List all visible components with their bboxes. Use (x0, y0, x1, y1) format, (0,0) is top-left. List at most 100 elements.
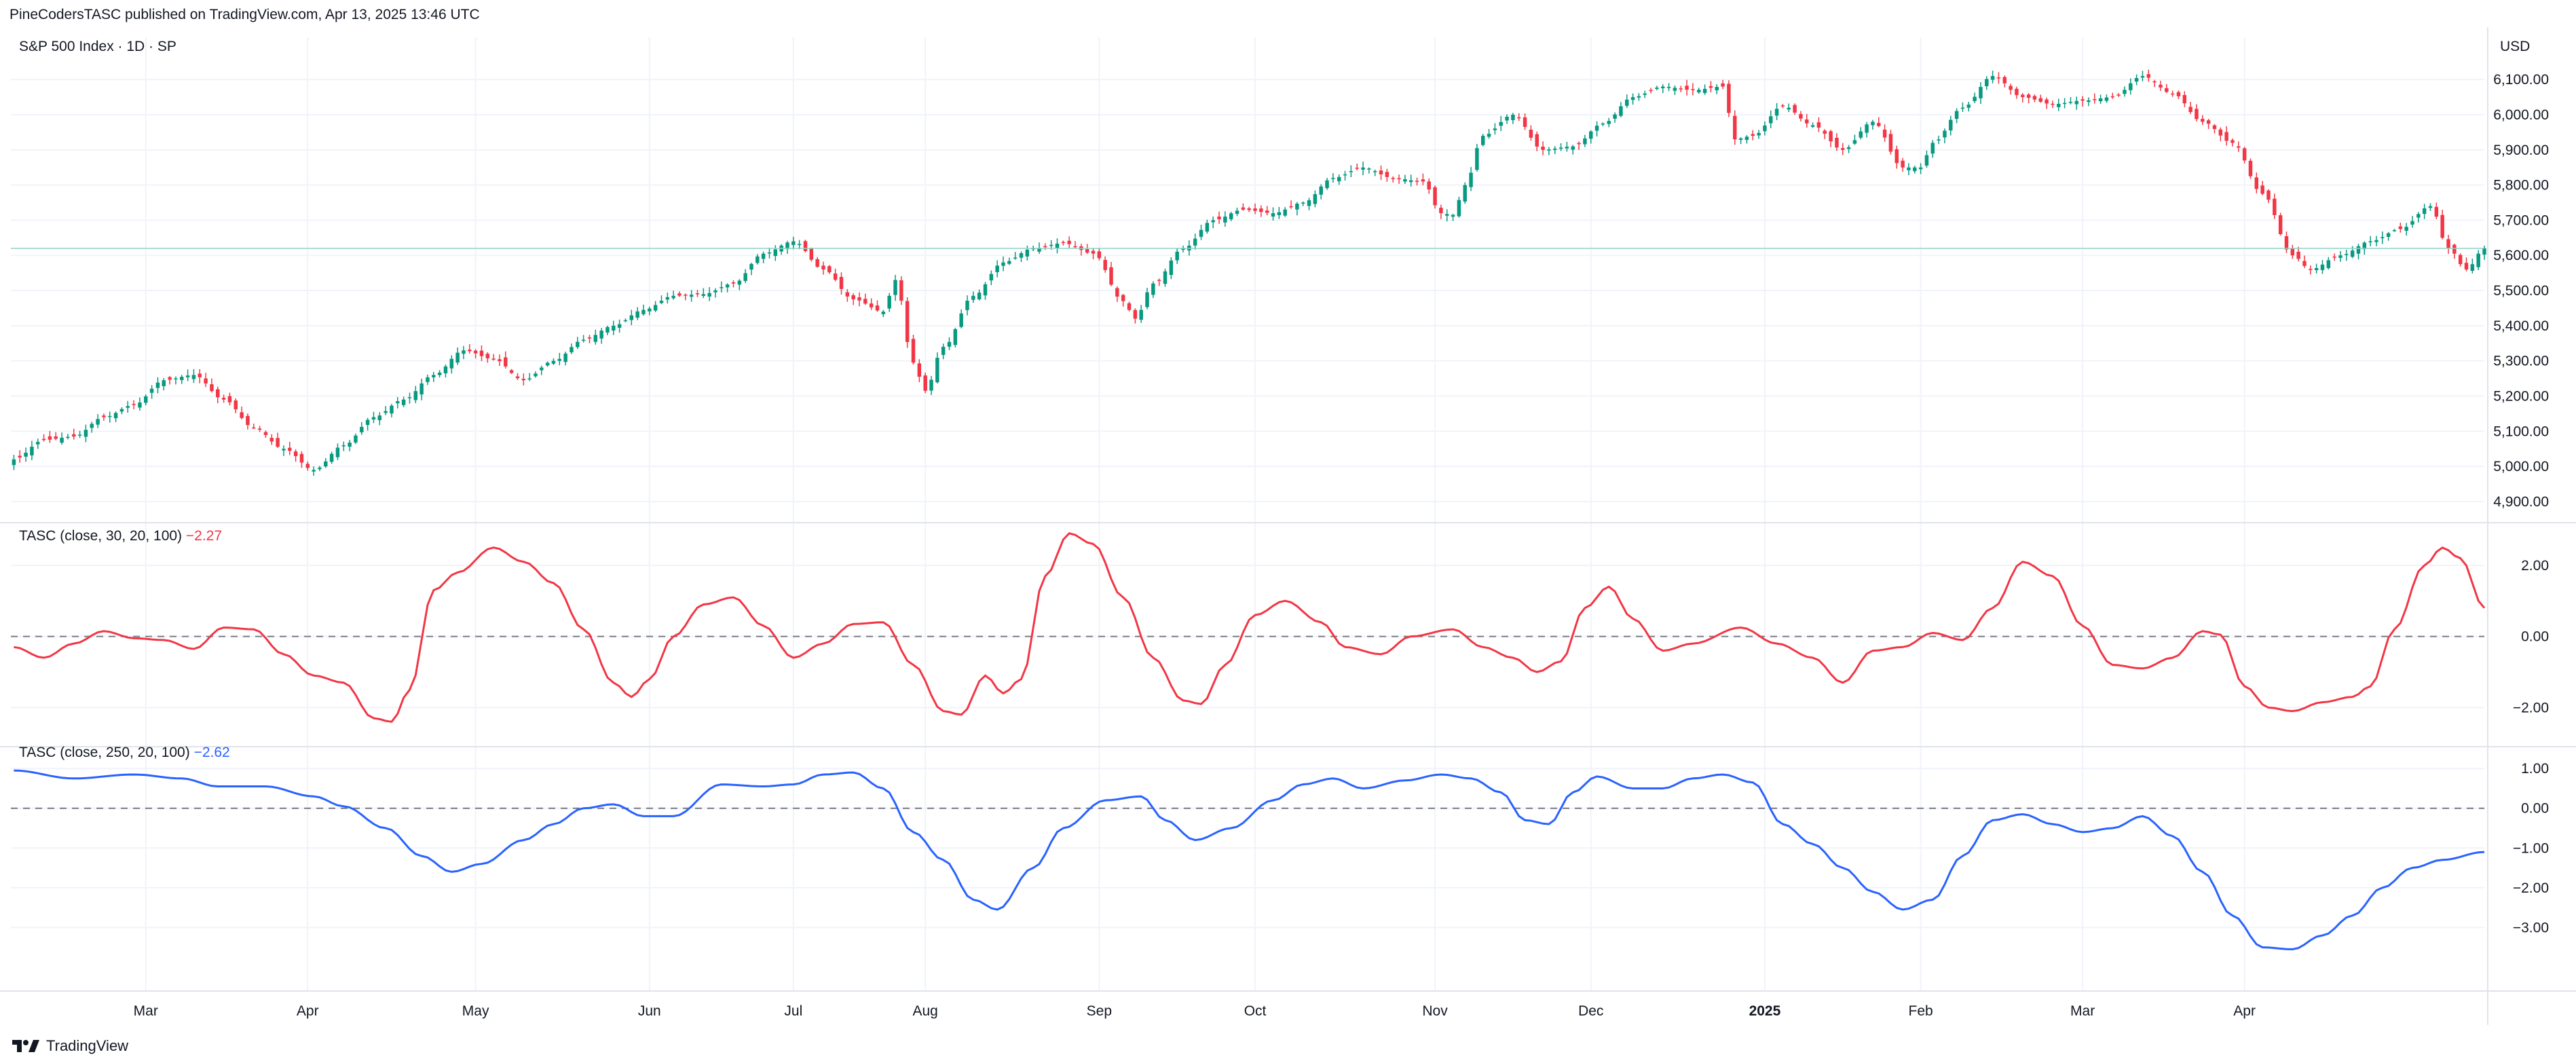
candle-body (2404, 227, 2408, 231)
candle-body (119, 409, 124, 412)
candle-body (216, 389, 220, 398)
candle (288, 441, 292, 455)
candle (2104, 94, 2109, 103)
candle (1289, 200, 1293, 209)
tasc-30-axis-tick-label: 2.00 (2521, 558, 2549, 574)
candle (563, 351, 567, 366)
candle-body (282, 449, 286, 451)
candle-body (1253, 208, 1257, 211)
candle (473, 349, 478, 359)
candle (749, 263, 753, 276)
candle-body (1373, 171, 1377, 172)
candle (815, 257, 819, 268)
candle-body (2201, 119, 2205, 122)
candle (1583, 134, 1587, 147)
candle (1073, 241, 1077, 249)
candle-body (905, 301, 910, 342)
candle (1151, 281, 1155, 299)
candle-body (240, 412, 244, 418)
candle (2026, 93, 2031, 104)
candle (83, 424, 88, 443)
candle (2368, 236, 2372, 246)
candle (1451, 213, 1455, 221)
candle-body (713, 290, 717, 293)
candle-body (1529, 130, 1533, 138)
price-axis[interactable]: 6,100.00 6,000.00 5,900.00 5,800.00 5,700.00… (2493, 72, 2549, 935)
candle (1787, 103, 1791, 113)
candle (527, 373, 531, 381)
tasc-30-pane[interactable] (11, 532, 2486, 723)
candle (36, 439, 40, 449)
candle (1607, 117, 1611, 128)
candle (2410, 216, 2414, 228)
candle-body (1913, 167, 1917, 172)
candle-body (684, 295, 688, 296)
candle-body (138, 402, 142, 408)
candle (443, 364, 448, 378)
candle-body (2428, 206, 2433, 208)
candle-body (599, 331, 603, 339)
candle-body (983, 284, 988, 296)
time-axis-label: May (462, 1003, 489, 1019)
candle-body (252, 427, 256, 429)
candle (1888, 130, 1893, 155)
candle-body (1558, 147, 1563, 149)
candle-body (2002, 77, 2007, 83)
price-axis-tick-label: 5,800.00 (2493, 178, 2549, 193)
candle (401, 396, 406, 407)
candle (1697, 88, 1701, 94)
candle-body (1331, 178, 1335, 179)
candle-body (1666, 87, 1671, 88)
candle (1805, 113, 1809, 128)
candle-body (1643, 93, 1647, 95)
candle (1516, 113, 1521, 122)
time-axis[interactable]: Mar Apr May Jun Jul Aug Sep Oct Nov Dec 2025 Feb Mar… (134, 1003, 2256, 1019)
candle-body (1954, 111, 1959, 119)
candle-body (1499, 122, 1503, 126)
candle-body (1702, 88, 1707, 93)
candle (210, 378, 214, 393)
candle-body (2021, 94, 2025, 98)
price-pane[interactable] (11, 69, 2486, 476)
candle-body (1985, 79, 1989, 87)
candle (1655, 86, 1659, 91)
tasc-250-pane[interactable] (11, 769, 2485, 951)
candle-body (731, 282, 736, 284)
candle-body (755, 256, 760, 263)
candle-body (1757, 132, 1761, 136)
candle-body (1193, 238, 1197, 246)
candle-body (1589, 131, 1593, 139)
candle (426, 374, 430, 386)
candle (534, 371, 538, 378)
candle (498, 354, 502, 367)
candle-body (923, 375, 927, 391)
candle (48, 430, 52, 443)
candle (1091, 248, 1096, 260)
candle (1421, 173, 1425, 185)
candle-body (324, 461, 328, 467)
candle (725, 283, 730, 293)
candle-body (1259, 208, 1263, 212)
candle-body (2476, 253, 2480, 267)
candle-body (1271, 213, 1275, 217)
candle (1331, 173, 1335, 183)
candle-body (635, 311, 639, 318)
tasc-250-legend: TASC (close, 250, 20, 100) −2.62 (19, 745, 230, 760)
candle-body (155, 382, 160, 388)
candle (833, 268, 838, 282)
candle-body (791, 241, 796, 245)
candle-body (1157, 280, 1161, 281)
time-axis-label: Aug (912, 1003, 937, 1019)
candle (1709, 81, 1713, 93)
candle (983, 282, 988, 300)
candle (1408, 174, 1413, 187)
candle-body (1793, 105, 1797, 113)
candle (1523, 113, 1527, 130)
tradingview-branding[interactable]: TradingView (11, 1036, 128, 1056)
candle (1127, 301, 1132, 312)
candle (809, 247, 814, 262)
candle (1625, 94, 1629, 109)
candle-body (2260, 185, 2264, 194)
candle-body (1937, 139, 1941, 141)
